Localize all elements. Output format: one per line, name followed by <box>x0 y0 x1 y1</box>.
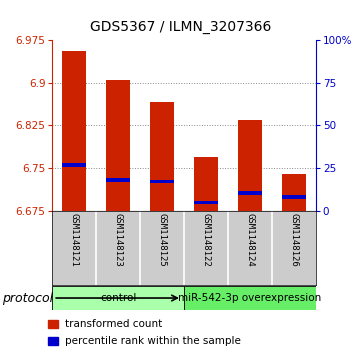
Text: miR-542-3p overexpression: miR-542-3p overexpression <box>178 293 322 303</box>
Text: GSM1148122: GSM1148122 <box>201 213 210 266</box>
Text: percentile rank within the sample: percentile rank within the sample <box>65 337 241 346</box>
Text: protocol: protocol <box>2 291 53 305</box>
Bar <box>106 80 130 211</box>
Bar <box>184 286 316 310</box>
Bar <box>150 180 174 183</box>
Text: GSM1148123: GSM1148123 <box>114 213 123 266</box>
Text: GSM1148126: GSM1148126 <box>290 213 299 266</box>
Bar <box>282 174 306 211</box>
Bar <box>62 163 86 167</box>
Bar <box>48 337 58 345</box>
Bar <box>194 201 218 204</box>
Bar <box>150 102 174 211</box>
Text: GDS5367 / ILMN_3207366: GDS5367 / ILMN_3207366 <box>90 20 271 34</box>
Bar <box>282 195 306 199</box>
Text: control: control <box>100 293 136 303</box>
Bar <box>62 51 86 211</box>
Text: GSM1148125: GSM1148125 <box>158 213 167 266</box>
Bar <box>238 191 262 195</box>
Bar <box>48 320 58 327</box>
Text: transformed count: transformed count <box>65 319 163 329</box>
Bar <box>238 119 262 211</box>
Bar <box>52 286 184 310</box>
Text: GSM1148124: GSM1148124 <box>245 213 255 266</box>
Bar <box>106 178 130 182</box>
Bar <box>194 156 218 211</box>
Text: GSM1148121: GSM1148121 <box>70 213 79 266</box>
